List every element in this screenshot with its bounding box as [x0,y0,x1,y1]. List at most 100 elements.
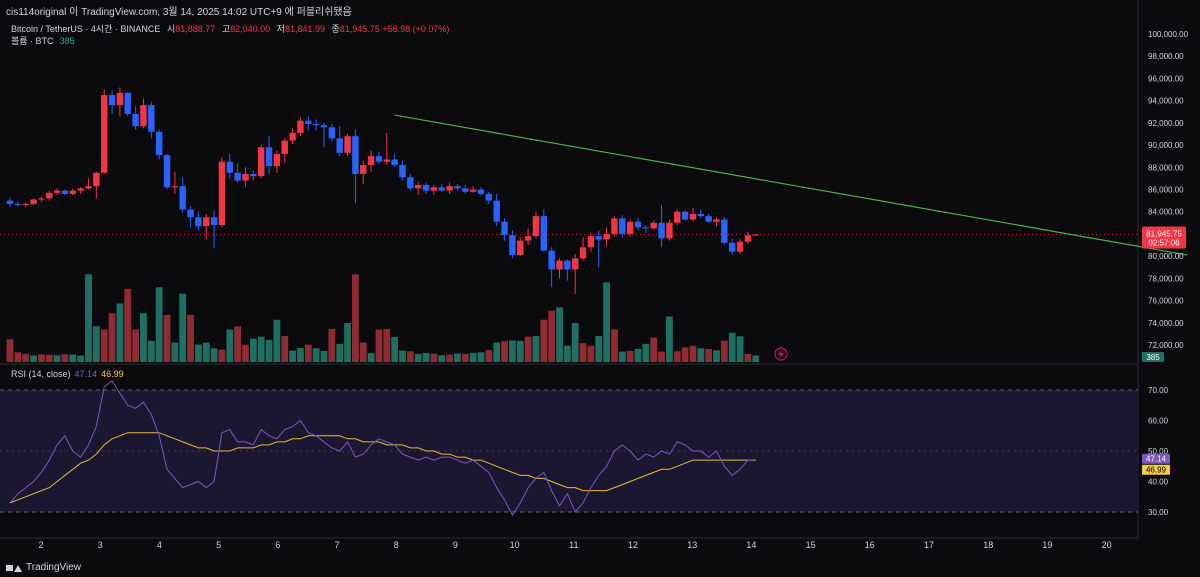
rsi-tick-label: 30.00 [1148,508,1169,517]
volume-bar [532,336,540,362]
price-tag-price: 81,945.75 [1146,230,1182,239]
rsi-tick-label: 40.00 [1148,478,1169,487]
candle-body [101,95,108,173]
candle-body [485,193,493,201]
candle-body [383,159,390,162]
price-tick-label: 96,000.00 [1148,74,1184,83]
footer[interactable]: TradingView [6,562,81,573]
candle-body [642,227,650,229]
high-value: 82,040.00 [230,24,271,34]
volume-bar [650,337,658,362]
candle-body [564,260,571,270]
candle-body [752,234,759,236]
candle-body [210,217,218,226]
volume-bar [399,350,406,362]
candle-body [132,113,139,127]
candle-body [148,105,155,132]
volume-bar [195,344,202,362]
volume-bar [469,352,477,362]
x-tick-label: 15 [806,540,816,550]
x-tick-label: 14 [746,540,756,550]
candle-body [454,186,461,189]
volume-bar [438,355,446,362]
rsi-value: 47.14 [74,369,98,379]
lightning-glyph [778,349,784,359]
close-value: 81,945.75 [339,24,380,34]
rsi-tag-box [1142,453,1170,464]
volume-bar [446,354,453,362]
volume-bar [304,344,312,362]
x-tick-label: 5 [216,540,221,550]
candle-body [344,136,351,153]
volume-bar [681,347,689,362]
volume-bar [383,328,391,362]
candle-body [6,200,14,204]
candle-body [273,153,281,167]
volume-bar [171,342,179,362]
volume-bar [744,353,752,362]
volume-bar [689,345,697,362]
volume-bar [587,345,595,362]
x-tick-label: 10 [510,540,520,550]
candle-body [289,132,296,141]
candle-body [532,216,540,237]
volume-bar [85,274,92,362]
candle-body [611,218,618,234]
x-tick-label: 7 [334,540,339,550]
rsi-label[interactable]: RSI (14, close) [11,369,71,379]
price-tick-label: 100,000.00 [1148,30,1189,39]
symbol-legend: Bitcoin / TetherUS · 4시간 · BINANCE 시81,8… [11,22,449,35]
volume-bar [430,353,438,362]
volume-label[interactable]: 볼륨 · BTC [11,36,54,46]
candle-body [234,172,241,181]
candle-body [595,236,602,240]
volume-bar [548,310,556,362]
volume-bar [281,336,289,362]
candle-body [556,260,563,270]
volume-bar [658,351,665,362]
candle-body [650,222,657,229]
volume-bar [257,336,265,362]
candle-body [226,161,233,173]
candle-body [305,120,312,124]
candle-body [171,186,179,188]
volume-bar [375,329,383,362]
volume-bar [210,348,218,362]
volume-bar [666,316,673,362]
volume-bar [202,342,210,362]
candle-body [634,221,642,228]
candle-body [320,125,328,128]
volume-bar [108,313,116,362]
x-tick-label: 6 [275,540,280,550]
price-tag-countdown: 02:57:06 [1148,239,1180,248]
volume-bar [697,348,705,362]
volume-bar [414,353,422,362]
rsi-lines [9,380,756,516]
tradingview-logo-icon [6,563,22,573]
rsi-ma-line [9,432,756,504]
volume-bar [367,353,375,362]
lightning-icon[interactable] [774,347,788,361]
candlesticks [6,87,759,294]
volume-bar [132,329,139,362]
candle-body [469,189,477,192]
open-value: 81,888.77 [175,24,216,34]
volume-tag-value: 385 [1146,353,1160,362]
candle-body [155,131,163,156]
rsi-ma-tag-box [1142,464,1170,475]
symbol-name[interactable]: Bitcoin / TetherUS · 4시간 · BINANCE [11,24,161,34]
volume-bar [571,323,579,362]
rsi-ma-tag-value: 46.99 [1146,466,1167,475]
price-tick-label: 76,000.00 [1148,297,1184,306]
candle-body [540,216,547,251]
axes: 100,000.00 98,000.00 96,000.00 94,000.00 92,… [38,30,1188,550]
candle-body [218,161,226,226]
volume-bar [454,353,461,362]
candle-body [328,127,336,139]
change-value: +56.98 (+0.07%) [382,24,450,34]
volume-bars [6,274,760,362]
volume-bar [100,329,108,362]
rsi-tick-label: 50.00 [1148,447,1169,456]
